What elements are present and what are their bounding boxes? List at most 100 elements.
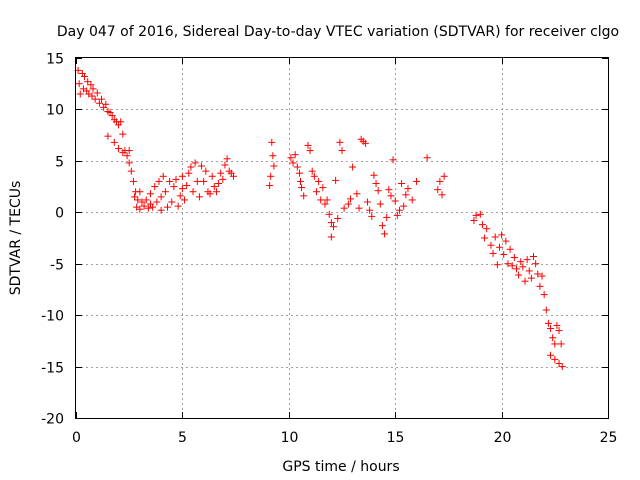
data-point (327, 233, 335, 241)
data-point (368, 212, 376, 220)
data-point (138, 198, 146, 206)
data-point (542, 306, 550, 314)
data-point (551, 340, 559, 348)
data-point (189, 188, 197, 196)
data-point (408, 196, 416, 204)
data-point (404, 185, 412, 193)
data-point (212, 188, 220, 196)
data-point (491, 233, 499, 241)
data-point (159, 172, 167, 180)
data-point (270, 162, 278, 170)
data-point (217, 169, 225, 177)
data-point (151, 183, 159, 191)
data-point (140, 202, 148, 210)
data-point (89, 85, 97, 93)
data-point (291, 151, 299, 159)
data-point (287, 154, 295, 162)
data-point (95, 99, 103, 107)
plot-frame (75, 57, 609, 419)
x-tick-label: 25 (600, 430, 618, 446)
data-point (558, 363, 566, 371)
data-point (555, 359, 563, 367)
data-point (344, 200, 352, 208)
data-point (510, 254, 518, 262)
data-point (519, 263, 527, 271)
data-point (481, 234, 489, 242)
data-point (557, 340, 565, 348)
data-point (389, 156, 397, 164)
data-point (498, 231, 506, 239)
data-point (489, 249, 497, 257)
y-tick-label: -15 (41, 361, 64, 377)
data-point (206, 190, 214, 198)
data-point (495, 243, 503, 251)
data-point (91, 95, 99, 103)
data-point (506, 245, 514, 253)
data-point (110, 138, 118, 146)
data-point (547, 325, 555, 333)
data-point (176, 192, 184, 200)
data-point (84, 78, 92, 86)
data-point (119, 130, 127, 138)
data-point (434, 186, 442, 194)
data-point (478, 221, 486, 229)
data-point (295, 169, 303, 177)
data-point (306, 147, 314, 155)
data-point (523, 256, 531, 264)
data-point (229, 172, 237, 180)
data-point (412, 177, 420, 185)
y-axis-label: SDTVAR / TECUs (8, 181, 24, 296)
data-point (297, 177, 305, 185)
data-point (440, 172, 448, 180)
data-point (423, 154, 431, 162)
data-point (398, 179, 406, 187)
data-point (125, 147, 133, 155)
data-point (493, 261, 501, 269)
data-point (555, 327, 563, 335)
data-point (504, 260, 512, 268)
y-tick-label: -20 (41, 412, 64, 428)
data-point (181, 196, 189, 204)
data-point (521, 277, 529, 285)
data-point (183, 182, 191, 190)
data-point (551, 355, 559, 363)
data-point (98, 95, 106, 103)
data-point (361, 139, 369, 147)
data-point (370, 171, 378, 179)
data-point (536, 282, 544, 290)
data-point (525, 267, 533, 275)
y-tick-label: 5 (55, 155, 64, 171)
data-point (374, 187, 382, 195)
data-point (153, 198, 161, 206)
y-tick-label: 10 (46, 103, 64, 119)
data-point (142, 196, 150, 204)
data-point (76, 90, 84, 98)
data-point (329, 223, 337, 231)
data-point (268, 138, 276, 146)
chart-title: Day 047 of 2016, Sidereal Day-to-day VTE… (57, 24, 619, 40)
data-point (538, 272, 546, 280)
data-point (104, 132, 112, 140)
data-point (534, 270, 542, 278)
data-point (304, 141, 312, 149)
data-point (540, 291, 548, 299)
x-tick-label: 20 (494, 430, 512, 446)
data-point (325, 210, 333, 218)
data-point (161, 188, 169, 196)
data-point (178, 185, 186, 193)
data-point (383, 213, 391, 221)
data-point (155, 177, 163, 185)
data-point (355, 204, 363, 212)
data-point (372, 179, 380, 187)
data-point (117, 118, 125, 126)
data-point (438, 191, 446, 199)
data-point (391, 197, 399, 205)
x-axis-label: GPS time / hours (282, 459, 399, 475)
data-point (125, 159, 133, 167)
y-tick-label: -10 (41, 309, 64, 325)
data-point (381, 230, 389, 238)
data-point (508, 262, 516, 270)
data-point (88, 92, 96, 100)
data-point (266, 182, 274, 190)
grid-lines (76, 58, 608, 418)
